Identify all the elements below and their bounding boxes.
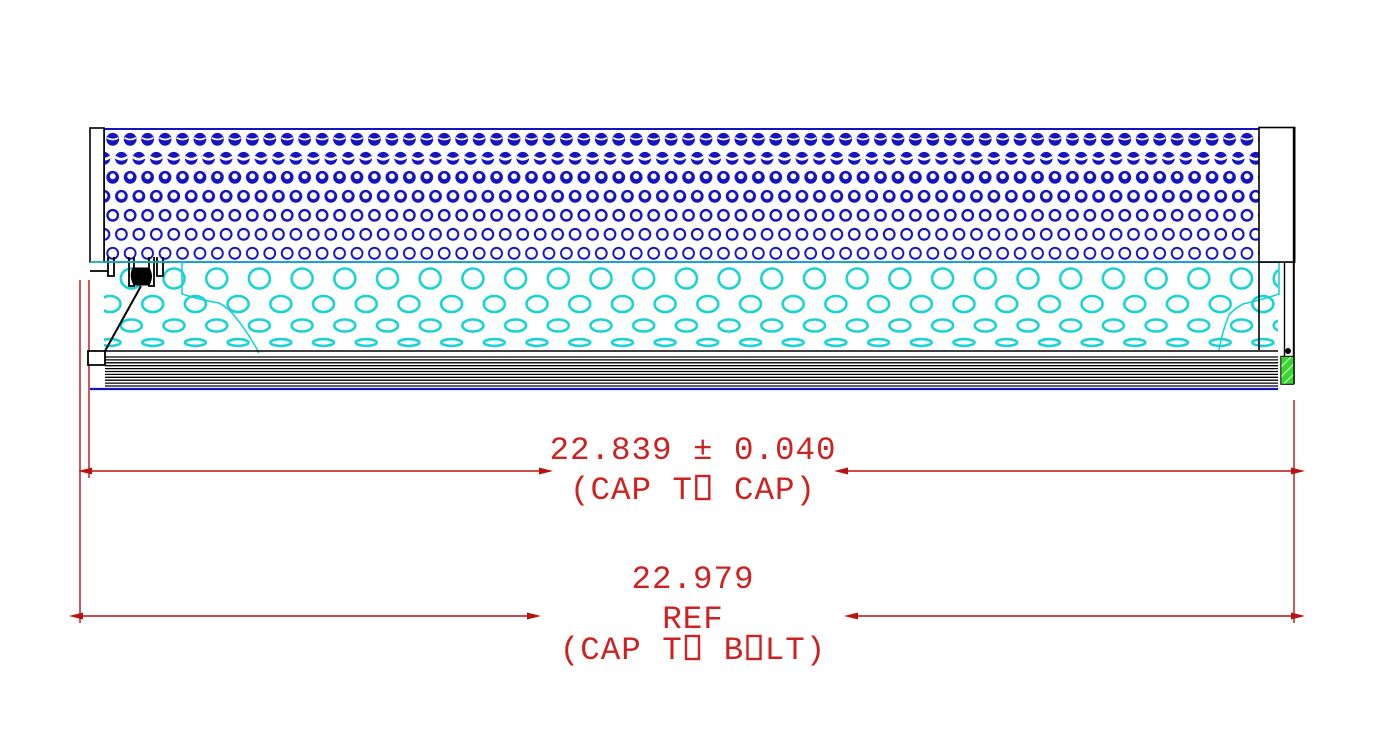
svg-text:22.979: 22.979 (631, 561, 754, 598)
svg-text:(CAP T B LT): (CAP T B LT) (560, 632, 827, 669)
svg-text:22.839 ± 0.040: 22.839 ± 0.040 (549, 432, 836, 469)
svg-text:(CAP T CAP): (CAP T CAP) (570, 472, 816, 509)
